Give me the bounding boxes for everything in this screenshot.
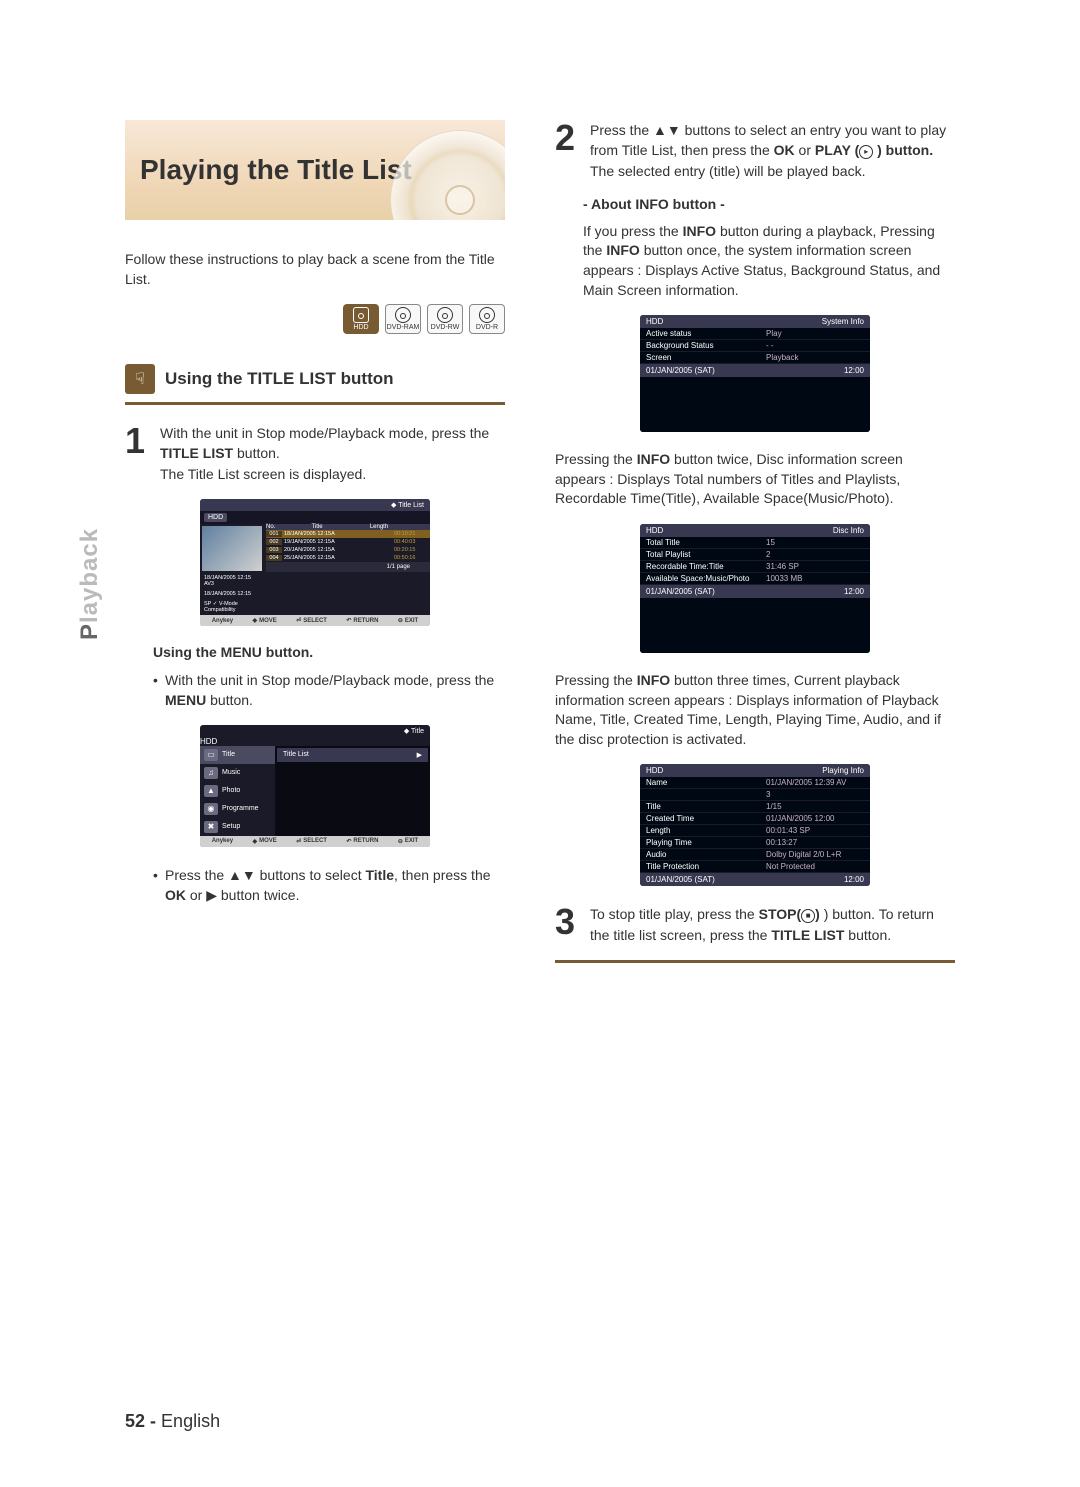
page-title: Playing the Title List	[140, 154, 412, 186]
info-row: Title ProtectionNot Protected	[640, 861, 870, 873]
about-info-heading: - About INFO button -	[583, 196, 955, 212]
step-2: 2 Press the ▲▼ buttons to select an entr…	[555, 120, 955, 181]
stop-icon: ■	[801, 909, 815, 923]
section-title: Using the TITLE LIST button	[165, 369, 394, 389]
step-number: 2	[555, 120, 580, 181]
section-heading: ☟ Using the TITLE LIST button	[125, 364, 505, 405]
playing-info-osd: HDDPlaying Info Name01/JAN/2005 12:39 AV…	[640, 764, 870, 886]
step-text: Press the ▲▼ buttons to select an entry …	[590, 120, 955, 181]
title-banner: Playing the Title List	[125, 120, 505, 220]
info-paragraph: Pressing the INFO button twice, Disc inf…	[555, 450, 955, 509]
info-row: Background Status- -	[640, 340, 870, 352]
menu-item: ▲Photo	[200, 782, 275, 800]
info-row: Total Title15	[640, 537, 870, 549]
info-row: Recordable Time:Title31:46 SP	[640, 561, 870, 573]
menu-item: ✖Setup	[200, 818, 275, 836]
menu-item: ▭Title	[200, 746, 275, 764]
info-row: ScreenPlayback	[640, 352, 870, 364]
info-paragraph: If you press the INFO button during a pl…	[583, 222, 955, 300]
play-icon: ▸	[859, 145, 873, 159]
section-tab: Playback	[76, 528, 104, 640]
dvd-r-icon: DVD-R	[469, 304, 505, 334]
table-row: 00118/JAN/2005 12:15A00:10:21	[266, 530, 430, 538]
title-list-osd: ◆ Title List HDD 18/JAN/2005 12:15 AV3 1…	[200, 499, 430, 626]
disc-graphic	[390, 130, 505, 220]
info-row: 3	[640, 789, 870, 801]
info-paragraph: Pressing the INFO button three times, Cu…	[555, 671, 955, 749]
divider	[555, 960, 955, 963]
table-row: 00219/JAN/2005 12:15A00:40:03	[266, 538, 430, 546]
info-row: Available Space:Music/Photo10033 MB	[640, 573, 870, 585]
step-1: 1 With the unit in Stop mode/Playback mo…	[125, 423, 505, 484]
hdd-icon: HDD	[343, 304, 379, 334]
dvd-ram-icon: DVD-RAM	[385, 304, 421, 334]
table-row: 00320/JAN/2005 12:15A00:20:15	[266, 546, 430, 554]
osd-nav-bar: Anykey ◆ MOVE ⏎ SELECT ↶ RETURN ⊖ EXIT	[200, 615, 430, 626]
page-content: Playing the Title List Follow these inst…	[125, 120, 985, 977]
table-header: No. Title Length	[266, 524, 430, 530]
menu-item: ◉Programme	[200, 800, 275, 818]
menu-osd: ◆ Title HDD ▭Title ♫Music ▲Photo ◉Progra…	[200, 725, 430, 847]
step-number: 1	[125, 423, 150, 484]
info-row: Title1/15	[640, 801, 870, 813]
disc-info-osd: HDDDisc Info Total Title15 Total Playlis…	[640, 524, 870, 653]
dvd-rw-icon: DVD-RW	[427, 304, 463, 334]
menu-item: ♫Music	[200, 764, 275, 782]
intro-paragraph: Follow these instructions to play back a…	[125, 250, 505, 289]
left-column: Playing the Title List Follow these inst…	[125, 120, 505, 977]
hand-icon: ☟	[125, 364, 155, 394]
info-row: Playing Time00:13:27	[640, 837, 870, 849]
right-column: 2 Press the ▲▼ buttons to select an entr…	[555, 120, 955, 977]
info-row: Total Playlist2	[640, 549, 870, 561]
sub-heading: Using the MENU button.	[153, 644, 505, 660]
step-3: 3 To stop title play, press the STOP(■) …	[555, 904, 955, 945]
info-row: AudioDolby Digital 2/0 L+R	[640, 849, 870, 861]
supported-discs-row: HDD DVD-RAM DVD-RW DVD-R	[125, 304, 505, 334]
thumbnail	[202, 526, 262, 571]
step-number: 3	[555, 904, 580, 945]
table-row: 00425/JAN/2005 12:15A00:50:16	[266, 554, 430, 562]
osd-nav-bar: Anykey ◆ MOVE ⏎ SELECT ↶ RETURN ⊖ EXIT	[200, 836, 430, 847]
bullet-text: With the unit in Stop mode/Playback mode…	[153, 670, 505, 711]
info-row: Active statusPlay	[640, 328, 870, 340]
step-text: To stop title play, press the STOP(■) ) …	[590, 904, 955, 945]
info-row: Created Time01/JAN/2005 12:00	[640, 813, 870, 825]
system-info-osd: HDDSystem Info Active statusPlay Backgro…	[640, 315, 870, 432]
step-text: With the unit in Stop mode/Playback mode…	[160, 423, 505, 484]
bullet-text: Press the ▲▼ buttons to select Title, th…	[153, 865, 505, 906]
page-number: 52 - English	[125, 1411, 220, 1432]
info-row: Name01/JAN/2005 12:39 AV	[640, 777, 870, 789]
info-row: Length00:01:43 SP	[640, 825, 870, 837]
